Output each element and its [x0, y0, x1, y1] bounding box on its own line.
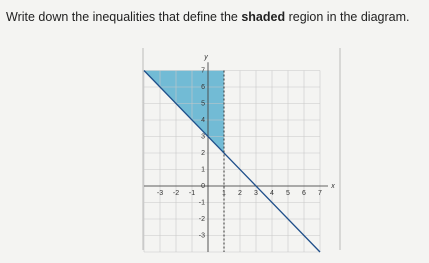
- x-tick-label: 4: [270, 190, 274, 197]
- x-tick-label: 2: [238, 190, 242, 197]
- y-tick-label: -1: [199, 199, 205, 206]
- question-bold: shaded: [241, 10, 286, 24]
- question-text: Write down the inequalities that define …: [6, 10, 242, 24]
- x-tick-label: 7: [318, 190, 322, 197]
- origin-label: 0: [201, 183, 205, 190]
- x-tick-label: -1: [189, 190, 195, 197]
- y-tick-label: 7: [201, 67, 205, 74]
- y-tick-label: 4: [201, 117, 205, 124]
- y-tick-label: 6: [201, 84, 205, 91]
- axis-label: x: [330, 183, 335, 190]
- x-tick-label: 5: [286, 190, 290, 197]
- axis-label: y: [203, 54, 208, 61]
- question-text: region in the diagram.: [285, 10, 410, 24]
- x-tick-label: 6: [302, 190, 306, 197]
- y-tick-label: 1: [201, 166, 205, 173]
- y-tick-label: 3: [201, 133, 205, 140]
- question: Write down the inequalities that define …: [6, 10, 410, 24]
- graph: x y 0 -3 -2 -1 1 2 3 4 5 6 7 7 6 5 4 3 2 1 -1 -2 -3: [143, 54, 335, 253]
- x-tick-label: 1: [222, 190, 226, 197]
- x-tick-label: 3: [254, 190, 258, 197]
- solid-boundary: [143, 70, 321, 253]
- x-tick-label: -2: [173, 190, 179, 197]
- y-tick-label: -2: [199, 216, 205, 223]
- y-tick-label: 2: [201, 150, 205, 157]
- y-tick-label: -3: [199, 232, 205, 239]
- y-tick-label: 5: [201, 100, 205, 107]
- x-tick-label: -3: [157, 190, 163, 197]
